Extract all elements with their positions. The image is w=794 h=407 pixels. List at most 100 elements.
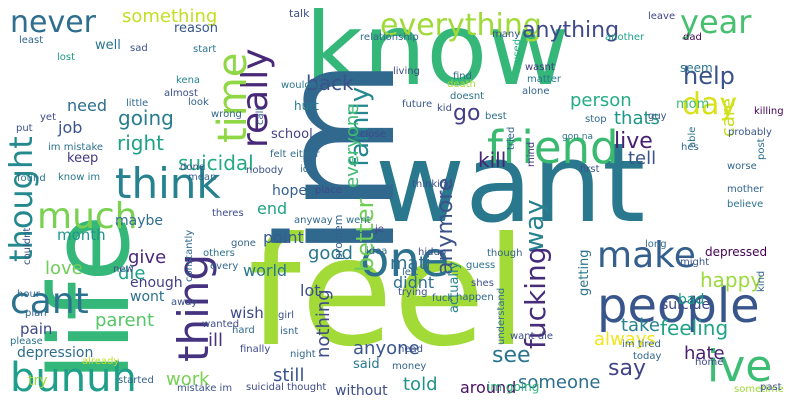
word-sometime: sometime bbox=[734, 384, 784, 395]
word-hope: hope bbox=[272, 183, 307, 199]
word-die: die bbox=[118, 263, 146, 284]
word-call: call bbox=[255, 107, 266, 125]
word-theres: theres bbox=[212, 208, 244, 219]
word-ive: ive bbox=[707, 341, 773, 392]
word-gon-na: gon na bbox=[562, 132, 594, 142]
word-today: today bbox=[633, 351, 662, 362]
word-well: well bbox=[95, 38, 121, 53]
word-girl: girl bbox=[278, 310, 295, 321]
word-back: back bbox=[306, 71, 354, 95]
word-kill: kill bbox=[478, 148, 507, 172]
word-know-im: know im bbox=[58, 172, 101, 183]
word-didnt: didnt bbox=[393, 273, 435, 292]
word-mistake-im: mistake im bbox=[177, 383, 233, 394]
word-worse: worse bbox=[727, 161, 757, 172]
word-job: job bbox=[58, 118, 83, 137]
word-post: post bbox=[756, 138, 767, 160]
word-might: might bbox=[680, 257, 710, 268]
word-without: without bbox=[335, 383, 388, 398]
word-know: know bbox=[305, 8, 570, 108]
word-isnt: isnt bbox=[280, 326, 299, 337]
word-time: time bbox=[210, 52, 256, 143]
wordcloud-canvas: feel know want im life people friend think one iv… bbox=[8, 8, 784, 398]
word-keep: keep bbox=[67, 151, 99, 166]
word-suicide: suicide bbox=[661, 297, 711, 313]
word-ill: ill bbox=[208, 330, 224, 351]
word-depression: depression bbox=[17, 345, 94, 361]
word-trying: trying bbox=[398, 287, 428, 298]
word-plan: plan bbox=[25, 308, 47, 319]
word-doesnt: doesnt bbox=[450, 91, 485, 102]
word-wish: wish bbox=[230, 304, 264, 322]
word-couldnt: couldnt bbox=[22, 227, 33, 265]
word-finally: finally bbox=[240, 344, 271, 355]
word-understand: understand bbox=[496, 287, 507, 345]
word-love: love bbox=[45, 258, 83, 279]
word-nobody: nobody bbox=[246, 165, 284, 176]
word-thats: thats bbox=[614, 108, 660, 129]
word-another: another bbox=[605, 32, 645, 43]
word-want-die: want die bbox=[510, 331, 554, 342]
word-guy: guy bbox=[648, 111, 667, 122]
word-hour: hour bbox=[17, 289, 40, 300]
word-give: give bbox=[128, 247, 167, 268]
word-mean: mean bbox=[188, 172, 217, 183]
word-wrong: wrong bbox=[211, 109, 242, 120]
word-death: death bbox=[447, 79, 476, 90]
word-suicidal-thought: suicidal thought bbox=[246, 382, 327, 393]
word-told: told bbox=[403, 374, 438, 395]
word-think: think bbox=[115, 159, 221, 208]
word-please: please bbox=[10, 336, 43, 347]
word-live: live bbox=[614, 129, 653, 154]
word-look: look bbox=[188, 97, 209, 108]
word-je: je bbox=[375, 224, 384, 235]
word-new: new bbox=[113, 264, 134, 275]
word-going: going bbox=[118, 106, 174, 130]
word-find: find bbox=[453, 71, 472, 82]
word-anyone: anyone bbox=[353, 338, 420, 359]
word-hes: hes bbox=[681, 142, 699, 153]
word-home: home bbox=[695, 357, 724, 368]
word-feeling: feeling bbox=[660, 316, 729, 340]
word-school: school bbox=[271, 127, 313, 142]
word-something: something bbox=[122, 8, 218, 27]
word-im-mistake: im mistake bbox=[48, 142, 104, 153]
word-went: went bbox=[346, 215, 371, 226]
word-almost: almost bbox=[164, 88, 198, 99]
word-tried: tried bbox=[506, 126, 517, 150]
word-relationship: relationship bbox=[360, 32, 419, 43]
word-see: see bbox=[492, 343, 531, 368]
word-work: work bbox=[166, 369, 210, 390]
word-day: day bbox=[682, 87, 738, 122]
word-either: either bbox=[290, 149, 320, 160]
word-getting: getting bbox=[577, 249, 592, 296]
word-maybe: maybe bbox=[115, 213, 164, 229]
word-found: found bbox=[17, 173, 46, 184]
word-actually: actually bbox=[447, 261, 462, 313]
word-kind: kind bbox=[756, 270, 767, 292]
word-already: already bbox=[82, 356, 120, 367]
word-try: try bbox=[28, 373, 48, 389]
word-stop: stop bbox=[585, 114, 607, 125]
word-month: month bbox=[57, 226, 106, 244]
word-thinking: thinking bbox=[412, 179, 453, 190]
word-start: start bbox=[193, 44, 217, 55]
word-still: still bbox=[273, 365, 305, 386]
word-leave: leave bbox=[648, 11, 676, 22]
word-killing: killing bbox=[754, 106, 784, 117]
word-always: always bbox=[594, 329, 656, 350]
word-way: way bbox=[520, 199, 550, 252]
word-pain: pain bbox=[20, 320, 53, 338]
word-people: people bbox=[597, 278, 760, 334]
word-happy: happy bbox=[700, 268, 763, 292]
word-suicidal: suicidal bbox=[178, 151, 254, 175]
word-hidup: hidup bbox=[418, 247, 447, 258]
word-others: others bbox=[203, 248, 235, 259]
word-go: go bbox=[453, 101, 481, 126]
word-fuck: fuck bbox=[432, 293, 454, 304]
word-least: least bbox=[19, 35, 44, 46]
word-good: good bbox=[308, 243, 353, 264]
word-constantly: constantly bbox=[184, 229, 195, 282]
word-better: better bbox=[351, 198, 379, 272]
